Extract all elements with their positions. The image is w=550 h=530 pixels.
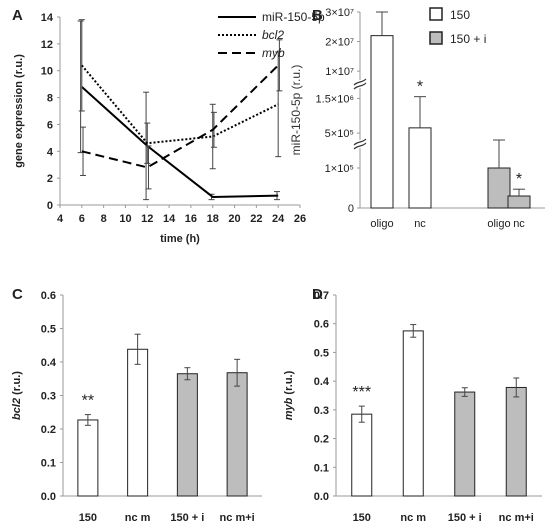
b-y-tick-label: 1×10⁵ [325,163,354,175]
c-y-axis-label: bcl2 (r.u.) [11,371,23,420]
b-bar [507,195,531,209]
panel-label-a: A [12,7,23,24]
a-x-tick-label: 16 [185,213,197,225]
d-y-tick-label: 0.0 [314,491,329,503]
b-legend-swatch [429,7,443,21]
a-y-tick-label: 12 [41,39,53,51]
c-y-tick-label: 0.2 [41,424,56,436]
a-series-line-mir-150-5p [81,86,279,198]
d-x-tick-label: 150 [353,512,371,524]
d-y-axis-label: myb (r.u.) [283,370,295,420]
panel-label-c: C [12,286,23,303]
d-significance-stars: *** [352,384,371,401]
a-x-tick-label: 20 [228,213,240,225]
b-axis-break [353,82,367,90]
c-x-tick-label: nc m+i [220,512,255,524]
b-bar [370,35,394,209]
d-bar [351,413,373,497]
c-y-axis-label-gene: bcl2 [11,398,23,420]
b-bar [408,127,432,209]
a-x-tick-label: 18 [207,213,219,225]
c-y-tick-label: 0.6 [41,290,56,302]
d-bar [454,391,476,497]
c-y-axis-label-unit: (r.u.) [11,371,23,398]
d-y-tick-label: 0.4 [314,376,330,388]
b-x-tick-label: nc [513,218,525,230]
a-legend-label: miR-150-5p [262,10,325,24]
c-bar [77,419,99,497]
a-y-tick-label: 6 [47,119,53,131]
b-axis-break [353,138,367,146]
b-significance-stars: * [417,79,423,96]
c-y-tick-label: 0.1 [41,458,56,470]
d-x-tick-label: nc m+i [499,512,534,524]
a-series-line-bcl2 [81,64,279,145]
c-y-tick-label: 0.0 [41,491,56,503]
d-y-tick-label: 0.1 [314,462,329,474]
a-legend-label: bcl2 [262,28,284,42]
d-bar [402,330,424,497]
b-y-tick-label: 3×10⁷ [325,7,354,19]
d-y-tick-label: 0.5 [314,347,329,359]
b-legend-swatch [429,31,443,45]
b-legend-label: 150 [450,8,470,22]
b-y-tick-label: 0 [348,203,354,215]
b-y-tick-label: 5×10⁵ [325,128,354,140]
a-y-tick-label: 14 [41,12,54,24]
a-x-tick-label: 10 [119,213,131,225]
a-x-tick-label: 8 [101,213,107,225]
d-y-axis-label-unit: (r.u.) [283,370,295,397]
b-y-axis-label: miR-150-5p (r.u.) [289,65,303,156]
a-x-axis-label: time (h) [160,233,200,245]
b-y-tick-label: 2×10⁷ [325,37,354,49]
c-significance-stars: ** [82,393,94,410]
a-legend-label: myb [262,46,285,60]
c-x-tick-label: 150 + i [170,512,204,524]
a-x-tick-label: 4 [57,213,64,225]
c-y-tick-label: 0.5 [41,324,56,336]
a-x-tick-label: 24 [272,213,285,225]
d-x-tick-label: 150 + i [448,512,482,524]
a-x-tick-label: 22 [250,213,262,225]
a-y-tick-label: 8 [47,93,53,105]
a-x-tick-label: 6 [79,213,85,225]
a-y-axis-label: gene expression (r.u.) [13,54,25,168]
a-x-tick-label: 14 [163,213,176,225]
b-y-tick-label: 1.5×10⁶ [316,93,354,105]
c-y-tick-label: 0.4 [41,357,57,369]
d-y-axis-label-gene: myb [283,397,295,420]
c-bar [176,373,198,497]
panel-label-b: B [312,7,323,24]
c-bar [127,348,149,497]
d-x-tick-label: nc m [400,512,426,524]
a-x-tick-label: 12 [141,213,153,225]
b-x-tick-label: oligo [370,218,393,230]
d-y-tick-label: 0.3 [314,405,329,417]
c-x-tick-label: 150 [79,512,97,524]
d-y-tick-label: 0.6 [314,319,329,331]
b-significance-stars: * [516,171,522,188]
a-y-tick-label: 2 [47,173,53,185]
panel-label-d: D [312,286,323,303]
c-x-tick-label: nc m [125,512,151,524]
a-y-tick-label: 0 [47,200,53,212]
a-y-tick-label: 10 [41,66,53,78]
b-axis-break [353,78,367,86]
b-bar [487,167,511,209]
d-y-tick-label: 0.2 [314,434,329,446]
a-y-tick-label: 4 [47,146,54,158]
b-y-tick-label: 1×10⁷ [325,66,354,78]
b-x-tick-label: oligo [487,218,510,230]
c-bar [226,372,248,497]
d-y-tick-label: 0.7 [314,290,329,302]
b-x-tick-label: nc [414,218,426,230]
b-legend-label: 150 + i [450,32,486,46]
c-y-tick-label: 0.3 [41,391,56,403]
d-bar [505,386,527,497]
b-axis-break [353,142,367,150]
a-x-tick-label: 26 [294,213,306,225]
a-series-line-myb [81,64,279,169]
